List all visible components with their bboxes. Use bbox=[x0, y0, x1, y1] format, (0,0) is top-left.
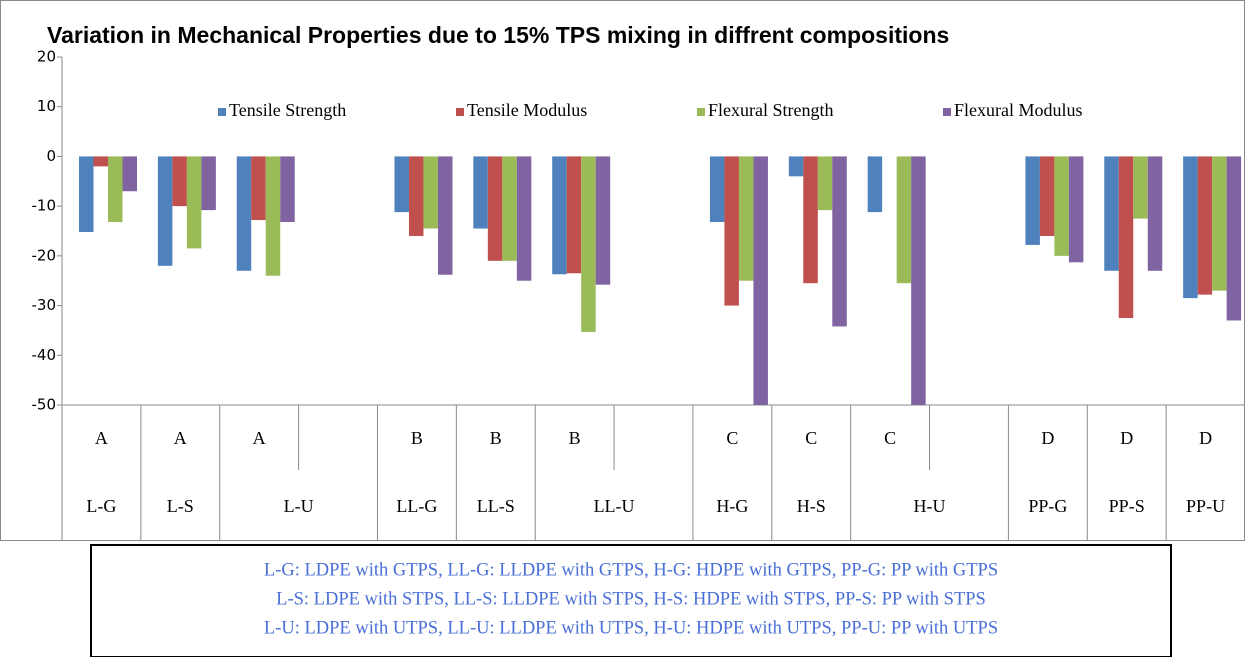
bar bbox=[1197, 156, 1213, 295]
bar bbox=[1025, 156, 1040, 245]
x-tick-label: C bbox=[726, 428, 738, 448]
x-group-label: L-U bbox=[284, 496, 314, 516]
y-tick-label: -20 bbox=[32, 246, 57, 264]
bar bbox=[122, 156, 137, 192]
bar bbox=[1054, 156, 1069, 256]
legend-label: Tensile Modulus bbox=[467, 100, 587, 120]
x-tick-label: D bbox=[1199, 428, 1212, 448]
bar bbox=[251, 156, 266, 221]
bar bbox=[1212, 156, 1227, 291]
bar bbox=[201, 156, 216, 211]
bar bbox=[93, 156, 108, 167]
y-tick-label: -50 bbox=[32, 396, 57, 414]
bar bbox=[1133, 156, 1148, 219]
x-group-label: LL-G bbox=[396, 496, 437, 516]
legend-swatch bbox=[943, 108, 951, 116]
x-group-label: H-S bbox=[797, 496, 826, 516]
bar bbox=[408, 156, 424, 236]
x-group-label: H-U bbox=[914, 496, 946, 516]
bar bbox=[1104, 156, 1119, 271]
bar bbox=[896, 156, 912, 284]
bar bbox=[516, 156, 532, 281]
bar bbox=[108, 156, 123, 223]
note-line: L-S: LDPE with STPS, LL-S: LLDPE with ST… bbox=[276, 589, 986, 609]
bar bbox=[911, 156, 926, 405]
bar bbox=[1039, 156, 1055, 236]
bar bbox=[832, 156, 847, 327]
x-group-label: L-S bbox=[167, 496, 194, 516]
bar bbox=[788, 156, 804, 177]
bar bbox=[738, 156, 754, 281]
bar bbox=[394, 156, 409, 213]
bar bbox=[186, 156, 202, 249]
x-group-label: L-G bbox=[86, 496, 116, 516]
y-tick-label: 0 bbox=[46, 147, 56, 165]
bar bbox=[473, 156, 488, 229]
note-line: L-U: LDPE with UTPS, LL-U: LLDPE with UT… bbox=[264, 618, 998, 638]
x-tick-label: C bbox=[805, 428, 817, 448]
bar bbox=[172, 156, 187, 207]
bar bbox=[753, 156, 768, 405]
legend-label: Tensile Strength bbox=[229, 100, 346, 120]
bar bbox=[280, 156, 295, 223]
bar bbox=[1183, 156, 1198, 299]
x-tick-label: A bbox=[95, 428, 108, 448]
x-tick-label: D bbox=[1041, 428, 1054, 448]
bar bbox=[595, 156, 611, 285]
y-tick-label: 20 bbox=[37, 48, 56, 66]
x-group-label: PP-S bbox=[1109, 496, 1145, 516]
legend-swatch bbox=[697, 108, 705, 116]
legend-label: Flexural Modulus bbox=[954, 100, 1083, 120]
y-tick-label: 10 bbox=[37, 97, 56, 115]
x-group-label: H-G bbox=[716, 496, 748, 516]
bar bbox=[724, 156, 739, 306]
bar bbox=[867, 156, 883, 213]
bar bbox=[157, 156, 173, 266]
bar bbox=[437, 156, 453, 275]
bar bbox=[817, 156, 833, 211]
x-tick-label: B bbox=[490, 428, 502, 448]
legend-swatch bbox=[218, 108, 226, 116]
x-tick-label: D bbox=[1120, 428, 1133, 448]
bar bbox=[423, 156, 438, 229]
chart-title: Variation in Mechanical Properties due t… bbox=[47, 22, 949, 48]
x-group-label: LL-S bbox=[477, 496, 515, 516]
note-box bbox=[90, 544, 1172, 657]
bar bbox=[709, 156, 725, 223]
bar bbox=[552, 156, 567, 275]
bar bbox=[1226, 156, 1242, 321]
bar bbox=[1068, 156, 1084, 263]
bar bbox=[487, 156, 503, 261]
bar bbox=[265, 156, 281, 276]
legend-label: Flexural Strength bbox=[708, 100, 833, 120]
legend-swatch bbox=[456, 108, 464, 116]
y-tick-label: -30 bbox=[32, 296, 57, 314]
bar bbox=[1118, 156, 1134, 318]
bar bbox=[502, 156, 517, 261]
x-tick-label: A bbox=[253, 428, 266, 448]
y-tick-label: -10 bbox=[32, 197, 57, 215]
x-tick-label: B bbox=[569, 428, 581, 448]
bar bbox=[581, 156, 596, 332]
x-group-label: LL-U bbox=[594, 496, 635, 516]
x-tick-label: A bbox=[174, 428, 187, 448]
bar bbox=[566, 156, 582, 274]
x-group-label: PP-U bbox=[1186, 496, 1225, 516]
y-tick-label: -40 bbox=[32, 346, 57, 364]
bar bbox=[236, 156, 252, 271]
bar bbox=[79, 156, 94, 232]
x-tick-label: C bbox=[884, 428, 896, 448]
x-group-label: PP-G bbox=[1028, 496, 1067, 516]
x-tick-label: B bbox=[411, 428, 423, 448]
chart-border bbox=[0, 0, 1245, 541]
bar bbox=[803, 156, 818, 284]
bar bbox=[1147, 156, 1163, 271]
note-line: L-G: LDPE with GTPS, LL-G: LLDPE with GT… bbox=[264, 560, 998, 580]
